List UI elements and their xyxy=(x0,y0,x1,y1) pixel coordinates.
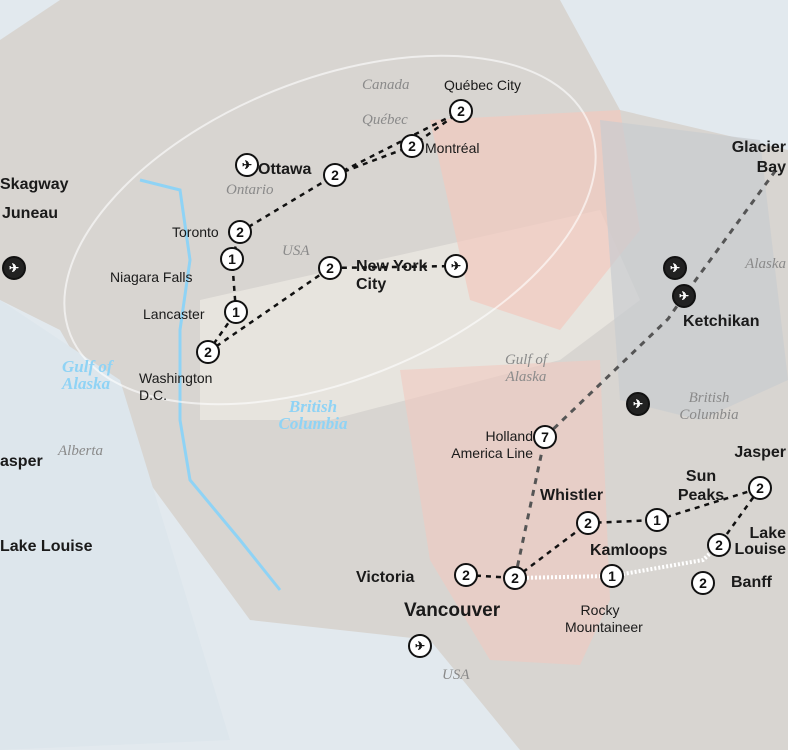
region-british-columbia: British Columbia xyxy=(679,390,739,423)
city-new-york-city: New York City xyxy=(356,258,428,293)
region-gulf-of-alaska: Gulf of Alaska xyxy=(504,352,548,385)
city-victoria: Victoria xyxy=(356,569,415,586)
city-ketchikan: Ketchikan xyxy=(683,313,760,330)
city-lancaster: Lancaster xyxy=(143,306,205,322)
route-rocky-mountaineer-label: Rocky Mountaineer xyxy=(565,602,643,635)
city-ottawa: Ottawa xyxy=(258,161,312,178)
water-british-columbia: British Columbia xyxy=(278,397,348,433)
land-alaska-panhandle xyxy=(600,120,788,420)
city-banff: Banff xyxy=(731,574,772,591)
water-gulf-of-alaska: Gulf of Alaska xyxy=(62,357,113,393)
city-glacier-bay: Glacier Bay xyxy=(731,139,786,176)
region-usa-east: USA xyxy=(282,243,310,259)
plane-icon: ✈ xyxy=(663,256,687,280)
nights-marker-whistler[interactable]: 2 xyxy=(576,511,600,535)
nights-marker-new-york-city[interactable]: 2 xyxy=(318,256,342,280)
water-left xyxy=(0,300,230,750)
nights-marker-montreal[interactable]: 2 xyxy=(400,134,424,158)
nights-marker-kamloops[interactable]: 1 xyxy=(600,564,624,588)
city-quebec-city: Québec City xyxy=(444,77,522,93)
east-coast-frame xyxy=(63,54,597,406)
city-vancouver: Vancouver xyxy=(404,600,501,621)
river xyxy=(139,178,282,591)
nights-marker-ottawa[interactable]: 2 xyxy=(323,163,347,187)
city-lake-louise: Lake Louise xyxy=(734,525,786,558)
plane-icon: ✈ xyxy=(408,634,432,658)
nights-marker-lancaster[interactable]: 1 xyxy=(224,300,248,324)
city-niagara-falls: Niagara Falls xyxy=(110,269,193,285)
nights-marker-niagara-falls[interactable]: 1 xyxy=(220,247,244,271)
land-highlight xyxy=(430,110,640,330)
nights-marker-toronto[interactable]: 2 xyxy=(228,220,252,244)
plane-icon: ✈ xyxy=(2,256,26,280)
plane-icon: ✈ xyxy=(672,284,696,308)
city-skagway: Skagway xyxy=(0,176,69,193)
city-toronto: Toronto xyxy=(172,224,219,240)
city-washington-dc: Washington D.C. xyxy=(139,370,213,403)
city-jasper-partial: asper xyxy=(0,453,43,470)
nights-marker-cruise[interactable]: 7 xyxy=(533,425,557,449)
nights-marker-jasper[interactable]: 2 xyxy=(748,476,772,500)
plane-icon: ✈ xyxy=(626,392,650,416)
route-cruise xyxy=(513,169,778,579)
nights-marker-banff[interactable]: 2 xyxy=(691,571,715,595)
region-ontario: Ontario xyxy=(226,182,274,198)
region-alaska: Alaska xyxy=(745,256,786,272)
nights-marker-vancouver[interactable]: 2 xyxy=(503,566,527,590)
region-alberta: Alberta xyxy=(58,443,103,459)
city-whistler: Whistler xyxy=(540,487,604,504)
city-lake-louise-partial: Lake Louise xyxy=(0,538,93,555)
region-usa-west: USA xyxy=(442,667,470,683)
nights-marker-victoria[interactable]: 2 xyxy=(454,563,478,587)
city-juneau: Juneau xyxy=(2,205,59,222)
city-sun-peaks: Sun Peaks xyxy=(677,468,725,504)
nights-marker-quebec-city[interactable]: 2 xyxy=(449,99,473,123)
nights-marker-lake-louise[interactable]: 2 xyxy=(707,533,731,557)
city-jasper: Jasper xyxy=(734,444,786,461)
city-montreal: Montréal xyxy=(425,140,480,156)
city-kamloops: Kamloops xyxy=(590,542,668,559)
plane-icon: ✈ xyxy=(235,153,259,177)
nights-marker-sun-peaks[interactable]: 1 xyxy=(645,508,669,532)
region-quebec: Québec xyxy=(362,112,408,128)
nights-marker-washington-dc[interactable]: 2 xyxy=(196,340,220,364)
route-holland-america-label: Holland America Line xyxy=(451,428,533,461)
region-canada: Canada xyxy=(362,77,410,93)
plane-icon: ✈ xyxy=(444,254,468,278)
land-highlight-2 xyxy=(400,360,610,665)
